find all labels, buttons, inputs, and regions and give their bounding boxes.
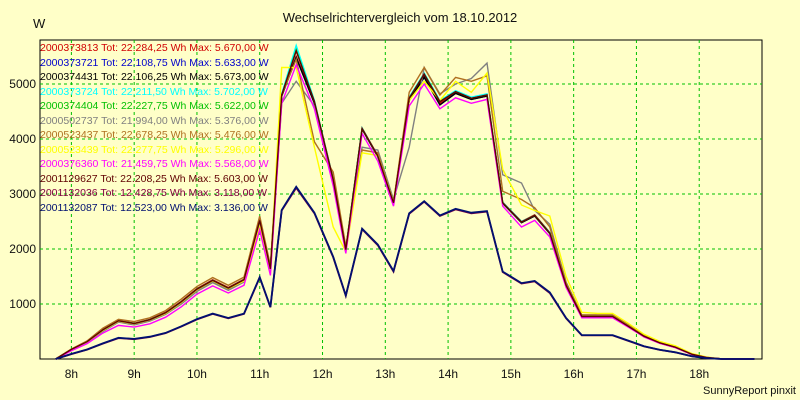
- x-tick-label: 16h: [564, 367, 584, 381]
- y-tick-label: 5000: [9, 77, 36, 91]
- y-tick-label: 4000: [9, 132, 36, 146]
- legend-item: 2001132036 Tot: 12.428,75 Wh Max: 3.118,…: [40, 187, 268, 200]
- x-tick-label: 12h: [313, 367, 333, 381]
- x-tick-label: 9h: [127, 367, 140, 381]
- legend-item: 2001132087 Tot: 12.523,00 Wh Max: 3.136,…: [40, 202, 268, 215]
- legend-item: 2000523437 Tot: 22.678,25 Wh Max: 5.476,…: [40, 129, 269, 142]
- chart-legend: 2000373813 Tot: 22.284,25 Wh Max: 5.670,…: [40, 41, 269, 216]
- y-tick-label: 3000: [9, 187, 36, 201]
- legend-item: 2000374404 Tot: 22.227,75 Wh Max: 5.622,…: [40, 100, 269, 113]
- legend-item: 2000373813 Tot: 22.284,25 Wh Max: 5.670,…: [40, 42, 269, 54]
- legend-item: 2000376360 Tot: 21.459,75 Wh Max: 5.568,…: [40, 158, 269, 171]
- x-tick-label: 13h: [375, 367, 395, 381]
- y-tick-label: 2000: [9, 242, 36, 256]
- chart-title: Wechselrichtervergleich vom 18.10.2012: [282, 10, 518, 25]
- legend-item: 2001129627 Tot: 22.208,25 Wh Max: 5.603,…: [40, 172, 268, 185]
- y-tick-label: 1000: [9, 297, 36, 311]
- x-tick-label: 10h: [187, 367, 207, 381]
- legend-item: 2000502737 Tot: 21.994,00 Wh Max: 5.376,…: [40, 114, 269, 127]
- series-line: [55, 185, 755, 360]
- x-tick-label: 8h: [65, 367, 78, 381]
- legend-item: 2000373721 Tot: 22.108,75 Wh Max: 5.633,…: [40, 56, 269, 69]
- legend-item: 2000374431 Tot: 22.106,25 Wh Max: 5.673,…: [40, 71, 269, 84]
- chart-footer: SunnyReport pinxit: [703, 385, 796, 397]
- legend-item: 2000373724 Tot: 22.211,50 Wh Max: 5.702,…: [40, 85, 268, 98]
- x-tick-label: 15h: [501, 367, 521, 381]
- x-tick-label: 17h: [626, 367, 646, 381]
- series-line: [55, 48, 755, 360]
- legend-item: 2000523439 Tot: 22.277,75 Wh Max: 5.296,…: [40, 143, 269, 156]
- x-tick-label: 11h: [250, 367, 269, 381]
- x-tick-label: 18h: [689, 367, 709, 381]
- x-tick-label: 14h: [438, 367, 458, 381]
- plot-area: [39, 39, 763, 360]
- y-axis-unit: W: [33, 16, 46, 31]
